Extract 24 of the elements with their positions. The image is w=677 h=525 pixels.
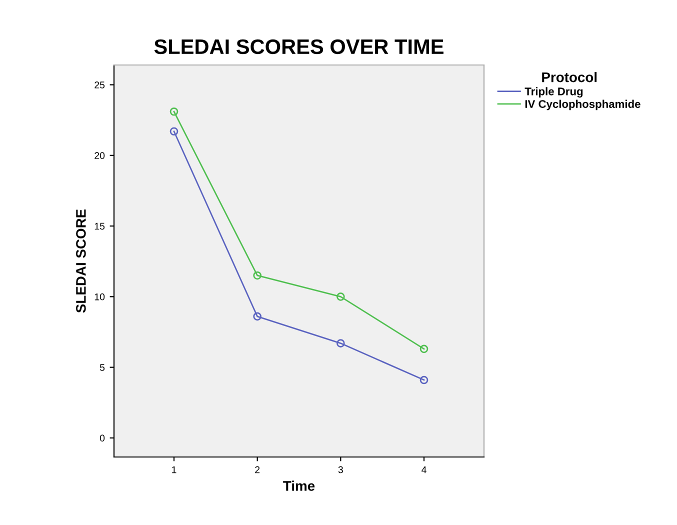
- point: [170, 107, 178, 116]
- point: [420, 344, 428, 354]
- x-tick-label: 2: [255, 466, 260, 474]
- x-axis-title: Time: [283, 480, 315, 491]
- point: [253, 271, 262, 280]
- point: [336, 292, 345, 301]
- y-tick-label: 25: [94, 82, 105, 88]
- y-tick-label: 20: [94, 152, 105, 160]
- legend-label: Triple Drug: [524, 87, 583, 98]
- chart-title: SLEDAI SCORES OVER TIME: [154, 39, 444, 54]
- x-tick-label: 4: [422, 466, 426, 474]
- y-tick-label: 10: [94, 293, 105, 300]
- point: [420, 376, 428, 384]
- y-tick-label: 0: [100, 434, 105, 442]
- y-tick-label: 15: [94, 222, 105, 230]
- point: [170, 127, 178, 136]
- legend-title: Protocol: [542, 72, 597, 82]
- point: [253, 312, 262, 321]
- x-tick-label: 3: [338, 466, 343, 474]
- point: [336, 339, 345, 348]
- legend-label: IV Cyclophosphamide: [525, 100, 640, 110]
- x-tick-label: 1: [172, 466, 176, 474]
- y-tick-label: 5: [100, 364, 105, 371]
- y-axis-title: SLEDAI SCORE: [76, 209, 86, 313]
